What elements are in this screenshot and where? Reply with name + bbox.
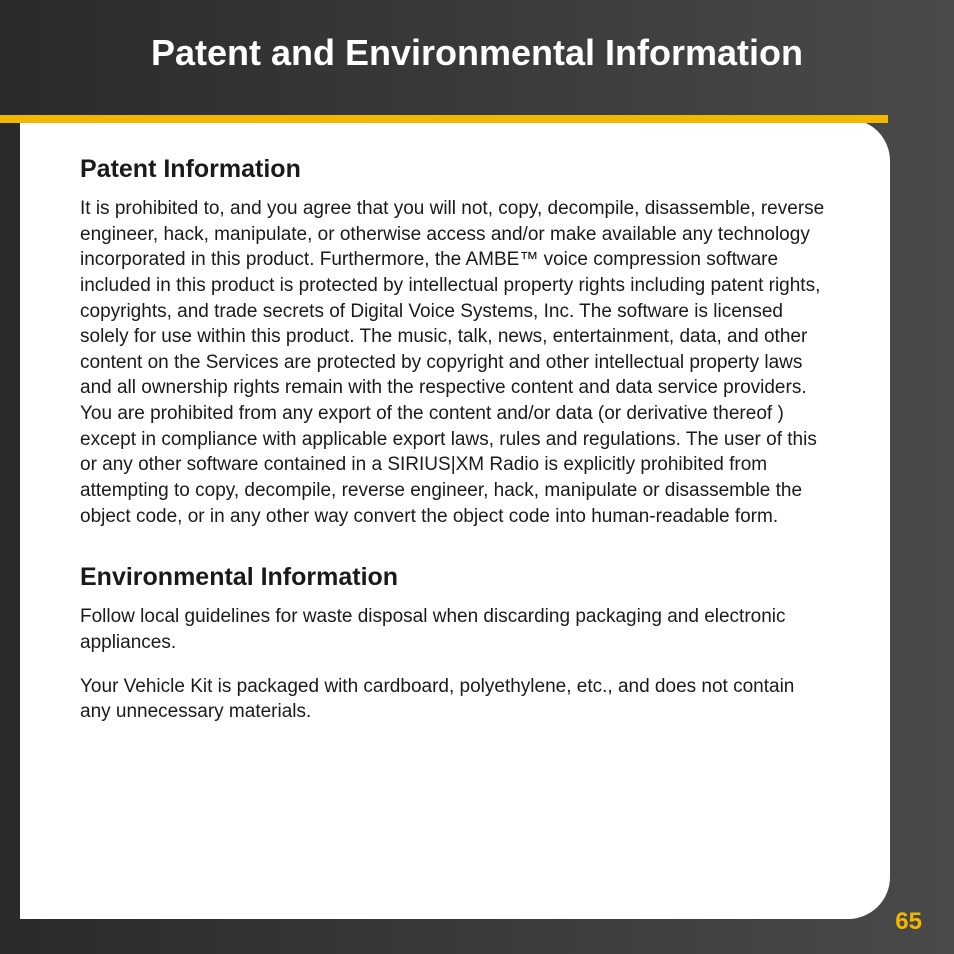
environmental-heading: Environmental Information	[80, 563, 830, 592]
page-title: Patent and Environmental Information	[0, 0, 954, 102]
page-number: 65	[895, 908, 922, 936]
accent-bar	[0, 115, 888, 123]
content-panel: Patent Information It is prohibited to, …	[20, 119, 890, 919]
environmental-body-2: Your Vehicle Kit is packaged with cardbo…	[80, 674, 830, 725]
environmental-body-1: Follow local guidelines for waste dispos…	[80, 604, 830, 655]
patent-heading: Patent Information	[80, 155, 830, 184]
patent-body: It is prohibited to, and you agree that …	[80, 196, 830, 529]
